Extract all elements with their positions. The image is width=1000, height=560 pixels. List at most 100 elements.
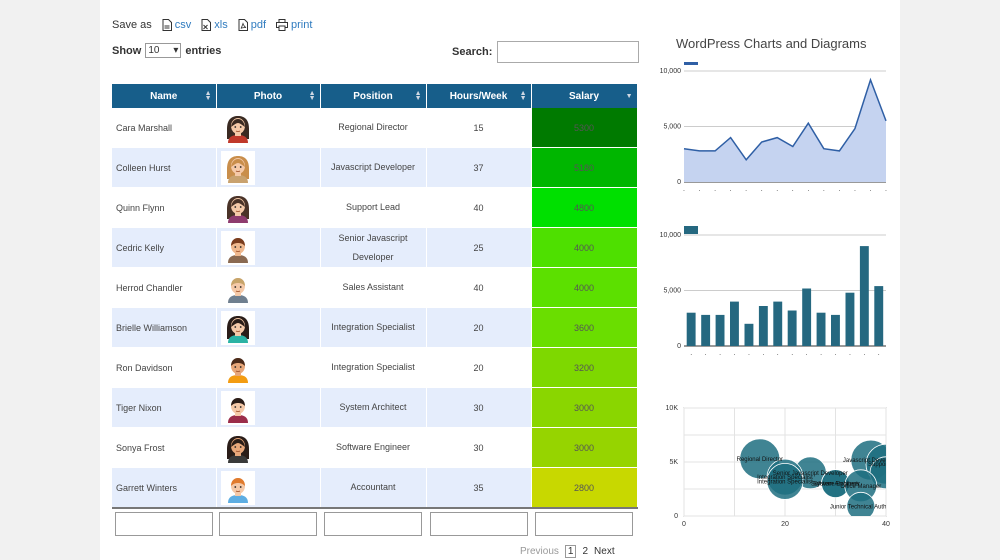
cell-photo xyxy=(216,227,321,268)
page-1-button[interactable]: 1 xyxy=(564,545,577,558)
x-tick-label: . xyxy=(734,350,736,357)
table-header-row: Name ▲ ▼ Photo ▲ ▼ Position ▲ ▼ Hours/Week ▲ ▼ S… xyxy=(112,84,638,108)
cell-hours: 30 xyxy=(426,387,532,428)
cell-photo xyxy=(216,108,321,148)
table-row[interactable]: Cara Marshall Regional Director 15 5300 xyxy=(112,108,638,148)
column-header-hours[interactable]: Hours/Week ▲ ▼ xyxy=(426,84,532,108)
bubble-label: Senior Javascript Developer xyxy=(773,471,848,477)
table-row[interactable]: Ron Davidson Integration Specialist 20 3200 xyxy=(112,347,638,388)
column-header-salary[interactable]: Salary ▼ xyxy=(531,84,638,108)
avatar-illustration xyxy=(227,397,248,423)
x-tick-label: . xyxy=(806,350,808,357)
filter-cell xyxy=(531,507,638,540)
column-header-label: Name xyxy=(150,90,178,102)
cell-position: Regional Director xyxy=(320,108,427,148)
page-2-button[interactable]: 2 xyxy=(582,546,589,557)
csv-file-icon xyxy=(162,19,172,31)
export-toolbar: Save as csv xls pdf print xyxy=(112,19,312,31)
data-table: Name ▲ ▼ Photo ▲ ▼ Position ▲ ▼ Hours/Week ▲ ▼ S… xyxy=(112,84,638,540)
column-header-photo[interactable]: Photo ▲ ▼ xyxy=(216,84,321,108)
cell-salary: 4800 xyxy=(531,187,638,228)
column-header-label: Salary xyxy=(568,90,600,102)
column-header-label: Hours/Week xyxy=(449,90,508,102)
print-button[interactable]: print xyxy=(276,19,312,31)
filter-cell xyxy=(216,507,321,540)
bar xyxy=(816,312,826,346)
x-tick-label: 0 xyxy=(682,521,686,528)
bar xyxy=(773,301,783,346)
y-tick-label: 0 xyxy=(677,343,681,350)
column-header-position[interactable]: Position ▲ ▼ xyxy=(320,84,427,108)
cell-hours: 40 xyxy=(426,187,532,228)
page-length-select[interactable]: 10 ▾ xyxy=(145,43,182,58)
x-tick-label: . xyxy=(835,350,837,357)
bar xyxy=(715,314,725,346)
avatar xyxy=(220,310,255,345)
x-tick-label: . xyxy=(863,350,865,357)
bubble-label: Integration Specialist xyxy=(757,479,813,485)
cell-photo xyxy=(216,467,321,509)
filter-hours-input[interactable] xyxy=(429,512,528,536)
x-tick-label: . xyxy=(690,350,692,357)
table-row[interactable]: Colleen Hurst Javascript Developer 37 5180 xyxy=(112,147,638,188)
export-xls-button[interactable]: xls xyxy=(201,19,228,31)
table-row[interactable]: Sonya Frost Software Engineer 30 3000 xyxy=(112,427,638,468)
chevron-down-icon: ▾ xyxy=(173,45,179,56)
bar xyxy=(874,286,884,346)
cell-photo xyxy=(216,307,321,348)
table-row[interactable]: Cedric Kelly Senior Javascript Developer 2… xyxy=(112,227,638,268)
table-row[interactable]: Tiger Nixon System Architect 30 3000 xyxy=(112,387,638,428)
page-length-control: Show 10 ▾ entries xyxy=(112,43,221,58)
x-tick-label: . xyxy=(777,350,779,357)
x-tick-label: . xyxy=(719,350,721,357)
search-input[interactable] xyxy=(497,41,640,63)
bubble-layer: Regional Director Javascript DeveloperSup… xyxy=(737,438,886,516)
x-tick-label: . xyxy=(838,186,840,193)
avatar-illustration xyxy=(227,277,248,303)
area-fill xyxy=(684,79,886,182)
bubble-chart: Regional Director Javascript DeveloperSup… xyxy=(666,405,890,528)
export-pdf-button[interactable]: pdf xyxy=(238,19,266,31)
cell-name: Brielle Williamson xyxy=(112,307,217,348)
sort-icon: ▲ ▼ xyxy=(204,90,212,102)
filter-photo-input[interactable] xyxy=(219,512,317,536)
cell-salary: 3600 xyxy=(531,307,638,348)
filter-cell xyxy=(112,507,217,540)
avatar xyxy=(220,190,255,225)
y-tick-label: 10,000 xyxy=(660,232,682,239)
show-label: Show xyxy=(112,44,142,57)
cell-salary: 5300 xyxy=(531,108,638,148)
export-csv-label: csv xyxy=(174,19,192,31)
filter-salary-input[interactable] xyxy=(535,512,633,536)
bar xyxy=(686,312,696,346)
bubble-point xyxy=(766,463,804,500)
filter-position-input[interactable] xyxy=(324,512,422,536)
previous-button[interactable]: Previous xyxy=(520,546,559,557)
x-tick-label: . xyxy=(761,186,763,193)
y-tick-label: 5K xyxy=(669,459,678,466)
x-tick-label: . xyxy=(807,186,809,193)
cell-hours: 40 xyxy=(426,267,532,308)
x-tick-label: . xyxy=(854,186,856,193)
legend-swatch xyxy=(684,62,698,65)
avatar-illustration xyxy=(226,155,249,183)
table-row[interactable]: Garrett Winters Accountant 35 2800 xyxy=(112,467,638,509)
column-filter-row xyxy=(112,507,638,540)
column-header-name[interactable]: Name ▲ ▼ xyxy=(112,84,217,108)
cell-photo xyxy=(216,147,321,188)
table-row[interactable]: Quinn Flynn Support Lead 40 4800 xyxy=(112,187,638,228)
next-button[interactable]: Next xyxy=(594,546,615,557)
bar xyxy=(859,246,869,346)
table-row[interactable]: Brielle Williamson Integration Specialist… xyxy=(112,307,638,348)
cell-salary: 3200 xyxy=(531,347,638,388)
x-tick-label: . xyxy=(823,186,825,193)
y-tick-label: 10K xyxy=(666,405,679,412)
filter-name-input[interactable] xyxy=(114,512,213,536)
bar xyxy=(730,301,739,346)
table-row[interactable]: Herrod Chandler Sales Assistant 40 4000 xyxy=(112,267,638,308)
cell-name: Quinn Flynn xyxy=(112,187,217,228)
avatar xyxy=(220,470,255,505)
export-csv-button[interactable]: csv xyxy=(162,19,192,31)
x-tick-label: . xyxy=(869,186,871,193)
cell-salary: 2800 xyxy=(531,467,638,509)
